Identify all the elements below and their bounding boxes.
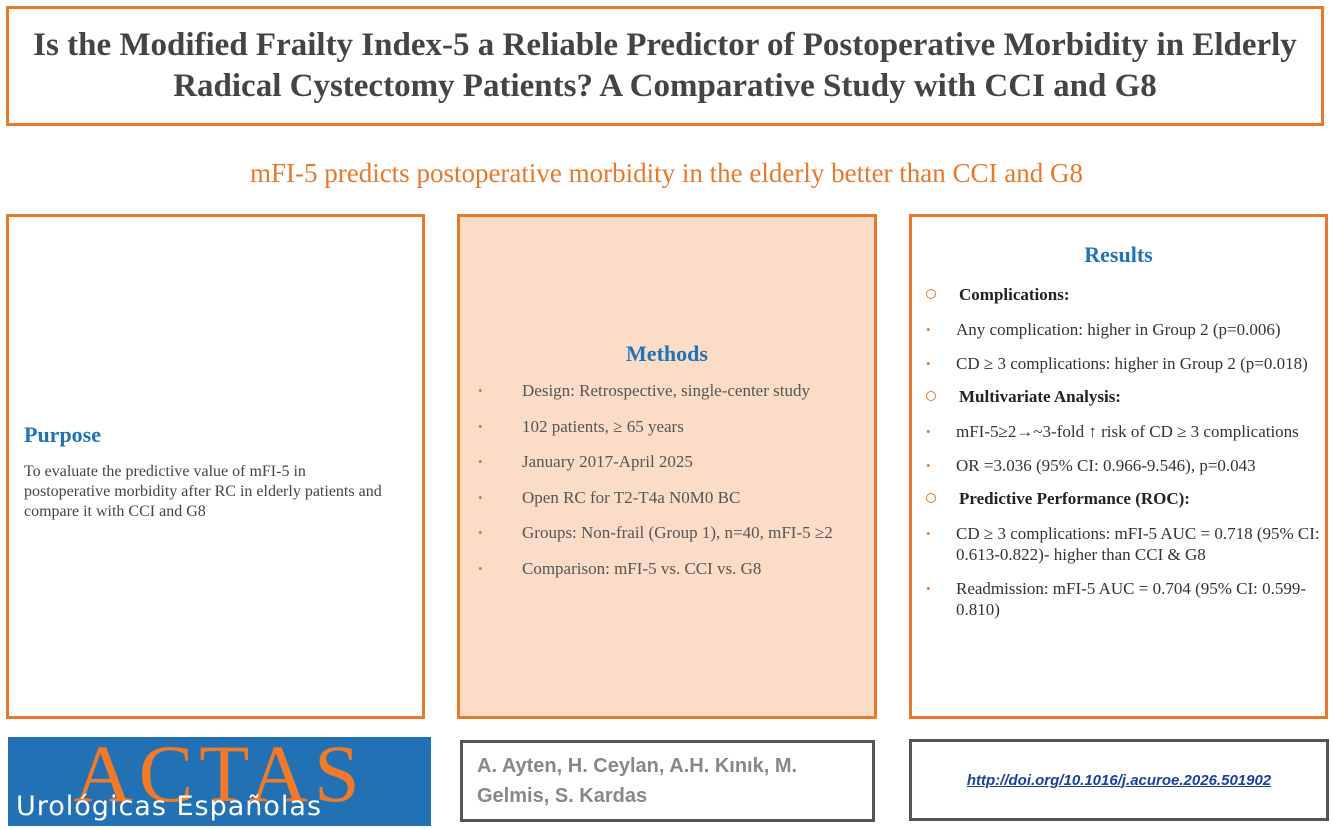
- section-title-text: Complications:: [959, 285, 1070, 304]
- bullet-icon: •: [478, 489, 483, 505]
- results-item-text: Readmission: mFI-5 AUC = 0.704 (95% CI: …: [956, 579, 1307, 619]
- bullet-icon: •: [926, 458, 931, 473]
- purpose-text: To evaluate the predictive value of mFI-…: [24, 463, 382, 520]
- title-box: Is the Modified Frailty Index-5 a Reliab…: [6, 6, 1324, 126]
- bullet-icon: •: [926, 356, 931, 371]
- list-item: • Comparison: mFI-5 vs. CCI vs. G8: [474, 558, 854, 579]
- subtitle: mFI-5 predicts postoperative morbidity i…: [249, 158, 1084, 188]
- list-item: • CD ≥ 3 complications: mFI-5 AUC = 0.718…: [926, 523, 1321, 565]
- methods-list: • Design: Retrospective, single-center st…: [474, 380, 854, 593]
- bullet-icon: •: [478, 383, 483, 398]
- list-item: • Any complication: higher in Group 2 (p=…: [926, 319, 1321, 340]
- results-heading: Results: [1084, 242, 1153, 267]
- logo-wordmark: ACTAS: [73, 737, 366, 819]
- bullet-icon: •: [478, 454, 483, 469]
- methods-item-text: Groups: Non-frail (Group 1), n=40, mFI-5…: [522, 523, 833, 542]
- circle-bullet-icon: [926, 289, 936, 299]
- list-item: • OR =3.036 (95% CI: 0.966-9.546), p=0.04…: [926, 455, 1321, 476]
- results-section-title: Predictive Performance (ROC):: [926, 489, 1321, 509]
- doi-link[interactable]: http://doi.org/10.1016/j.acuroe.2026.501…: [966, 771, 1272, 789]
- results-item-text: CD ≥ 3 complications: higher in Group 2 …: [956, 354, 1308, 373]
- results-item-text: OR =3.036 (95% CI: 0.966-9.546), p=0.043: [956, 456, 1256, 475]
- purpose-heading: Purpose: [24, 422, 101, 447]
- bullet-icon: •: [478, 418, 483, 434]
- circle-bullet-icon: [926, 493, 936, 503]
- list-item: • Groups: Non-frail (Group 1), n=40, mFI-…: [474, 522, 854, 543]
- results-item-text: Any complication: higher in Group 2 (p=0…: [956, 320, 1281, 339]
- purpose-panel: Purpose To evaluate the predictive value…: [6, 214, 425, 719]
- results-item-text: mFI-5≥2→~3-fold ↑ risk of CD ≥ 3 complic…: [956, 422, 1299, 441]
- section-title-text: Multivariate Analysis:: [959, 387, 1121, 406]
- results-section-title: Multivariate Analysis:: [926, 387, 1321, 407]
- title-line-1: Is the Modified Frailty Index-5 a Reliab…: [33, 27, 1297, 63]
- list-item: • Open RC for T2-T4a N0M0 BC: [474, 487, 854, 508]
- results-section-title: Complications:: [926, 285, 1321, 305]
- list-item: • Design: Retrospective, single-center st…: [474, 380, 854, 401]
- list-item: • Readmission: mFI-5 AUC = 0.704 (95% CI:…: [926, 578, 1321, 620]
- list-item: • mFI-5≥2→~3-fold ↑ risk of CD ≥ 3 compli…: [926, 421, 1321, 442]
- authors-text: A. Ayten, H. Ceylan, A.H. Kınık, M. Gelm…: [477, 755, 798, 807]
- bullet-icon: •: [926, 581, 931, 596]
- bullet-icon: •: [926, 526, 931, 541]
- authors-box: A. Ayten, H. Ceylan, A.H. Kınık, M. Gelm…: [460, 740, 875, 822]
- methods-item-text: Design: Retrospective, single-center stu…: [522, 381, 810, 400]
- circle-bullet-icon: [926, 391, 936, 401]
- methods-item-text: Open RC for T2-T4a N0M0 BC: [522, 487, 741, 507]
- methods-item-text: January 2017-April 2025: [522, 452, 693, 471]
- list-item: • CD ≥ 3 complications: higher in Group 2…: [926, 353, 1321, 374]
- results-panel: Results Complications: • Any complication…: [909, 214, 1328, 719]
- methods-heading: Methods: [626, 341, 708, 366]
- doi-box: http://doi.org/10.1016/j.acuroe.2026.501…: [909, 739, 1329, 821]
- methods-panel: Methods • Design: Retrospective, single-c…: [457, 214, 877, 719]
- list-item: • 102 patients, ≥ 65 years: [474, 416, 854, 437]
- results-content: Complications: • Any complication: higher…: [926, 285, 1321, 633]
- bullet-icon: •: [926, 322, 931, 337]
- bullet-icon: •: [926, 424, 931, 439]
- journal-logo: ACTAS Urológicas Españolas: [8, 737, 431, 826]
- bullet-icon: •: [478, 560, 483, 576]
- logo-subtitle: Urológicas Españolas: [16, 791, 323, 822]
- results-item-text: CD ≥ 3 complications: mFI-5 AUC = 0.718 …: [956, 524, 1320, 564]
- section-title-text: Predictive Performance (ROC):: [959, 489, 1190, 508]
- bullet-icon: •: [478, 525, 483, 540]
- methods-item-text: 102 patients, ≥ 65 years: [522, 416, 684, 436]
- methods-item-text: Comparison: mFI-5 vs. CCI vs. G8: [522, 558, 762, 578]
- title-line-2: Radical Cystectomy Patients? A Comparati…: [173, 68, 1157, 104]
- list-item: • January 2017-April 2025: [474, 451, 854, 472]
